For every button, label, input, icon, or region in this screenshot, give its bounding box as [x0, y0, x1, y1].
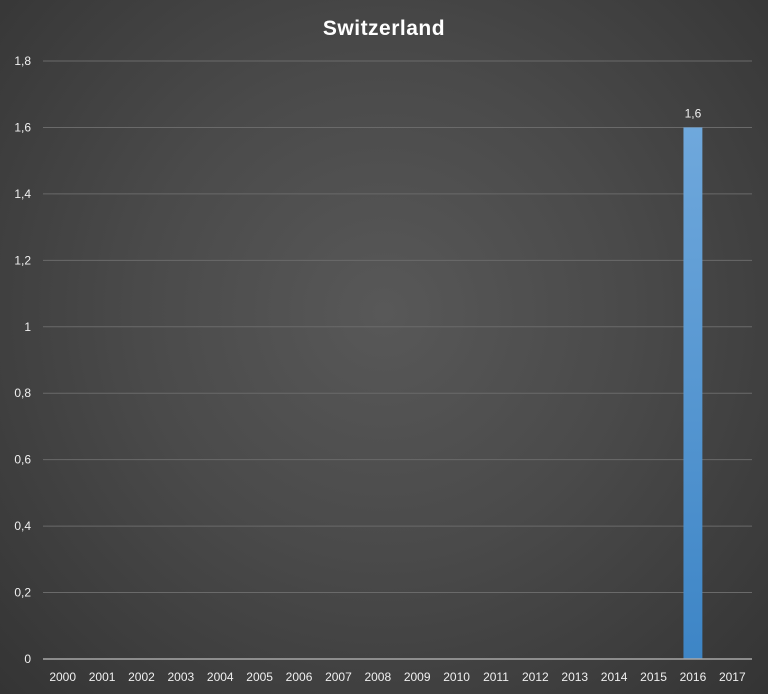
bars [683, 127, 703, 659]
y-tick-label: 1,4 [14, 187, 31, 201]
x-tick-label: 2001 [89, 670, 116, 684]
x-tick-label: 2010 [443, 670, 470, 684]
chart-title: Switzerland [323, 17, 445, 40]
y-tick-label: 0,4 [14, 519, 31, 533]
x-tick-label: 2015 [640, 670, 667, 684]
y-tick-label: 1,6 [14, 120, 31, 134]
x-tick-label: 2017 [719, 670, 746, 684]
bar-2016 [683, 127, 703, 659]
x-tick-label: 2002 [128, 670, 155, 684]
x-tick-label: 2012 [522, 670, 549, 684]
y-axis-ticks: 0 0,2 0,4 0,6 0,8 1 1,2 1,4 1,6 1,8 [14, 54, 31, 666]
x-axis-ticks: 2000 2001 2002 2003 2004 2005 2006 2007 2008 2009… [49, 670, 746, 684]
data-label-2016: 1,6 [685, 106, 702, 120]
y-tick-label: 0 [24, 652, 31, 666]
x-tick-label: 2016 [680, 670, 707, 684]
x-tick-label: 2011 [483, 670, 509, 684]
gridlines [43, 60, 752, 594]
x-tick-label: 2006 [286, 670, 313, 684]
x-tick-label: 2014 [601, 670, 628, 684]
x-tick-label: 2007 [325, 670, 352, 684]
y-tick-label: 0,8 [14, 386, 31, 400]
y-tick-label: 1,8 [14, 54, 31, 68]
x-tick-label: 2003 [168, 670, 195, 684]
y-tick-label: 1,2 [14, 253, 31, 267]
x-tick-label: 2009 [404, 670, 431, 684]
x-tick-label: 2005 [246, 670, 273, 684]
y-tick-label: 0,6 [14, 453, 31, 467]
data-labels: 1,6 [685, 106, 702, 120]
x-tick-label: 2013 [561, 670, 588, 684]
x-tick-label: 2008 [364, 670, 391, 684]
x-tick-label: 2004 [207, 670, 234, 684]
y-tick-label: 1 [24, 320, 31, 334]
y-tick-label: 0,2 [14, 586, 31, 600]
x-tick-label: 2000 [49, 670, 76, 684]
